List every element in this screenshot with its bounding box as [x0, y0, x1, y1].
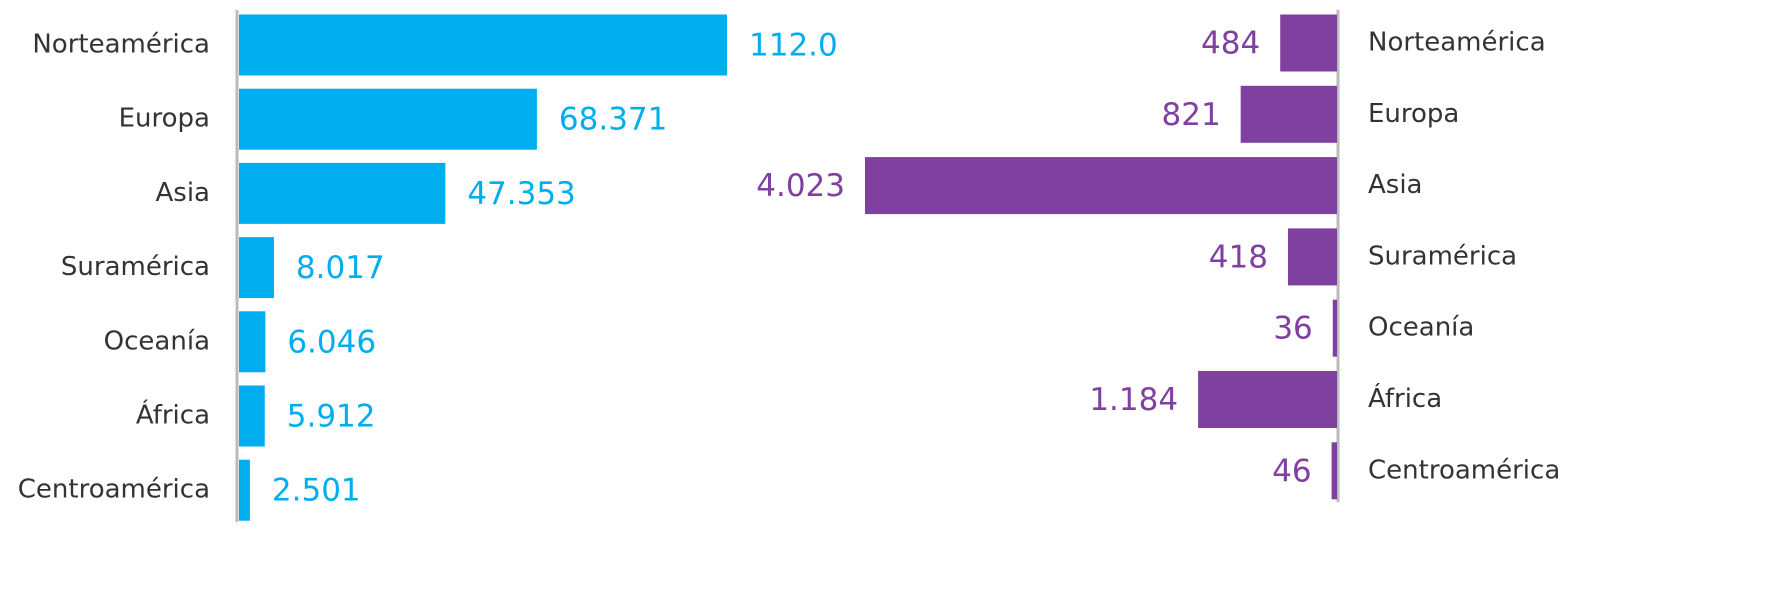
- value-label: 4.023: [756, 168, 845, 204]
- bar: [239, 385, 265, 447]
- value-label: 36: [1273, 311, 1312, 347]
- bar: [1240, 85, 1337, 143]
- category-label: África: [1368, 382, 1442, 414]
- bar: [865, 157, 1337, 215]
- category-label: Suramérica: [1368, 241, 1517, 271]
- bar: [1198, 371, 1337, 428]
- category-label: Centroamérica: [18, 475, 210, 505]
- category-label: Centroamérica: [1368, 455, 1560, 485]
- category-label: África: [136, 399, 210, 431]
- category-label: Oceanía: [1368, 313, 1474, 343]
- bar: [239, 88, 537, 150]
- value-label: 46: [1272, 453, 1311, 489]
- bar: [1287, 228, 1337, 286]
- value-label: 6.046: [287, 324, 376, 360]
- value-label: 5.912: [287, 399, 376, 435]
- category-label: Oceanía: [104, 326, 210, 356]
- value-label: 418: [1209, 239, 1268, 275]
- bar: [1331, 442, 1337, 500]
- bar: [1332, 299, 1337, 357]
- value-label: 8.017: [296, 250, 385, 286]
- value-label: 68.371: [559, 102, 667, 138]
- value-label: 112.0: [749, 28, 838, 64]
- bar: [239, 14, 727, 76]
- value-label: 484: [1201, 26, 1260, 62]
- bar: [239, 311, 266, 373]
- value-label: 47.353: [467, 176, 575, 212]
- bar: [239, 459, 250, 521]
- category-label: Norteamérica: [32, 30, 210, 60]
- category-label: Suramérica: [61, 252, 210, 282]
- category-label: Norteamérica: [1368, 28, 1546, 58]
- bar: [1280, 14, 1337, 72]
- category-label: Europa: [119, 104, 210, 134]
- category-label: Asia: [156, 178, 211, 208]
- value-label: 821: [1162, 97, 1221, 133]
- value-label: 1.184: [1089, 382, 1178, 418]
- bar: [239, 237, 274, 299]
- bar: [239, 162, 446, 224]
- category-label: Asia: [1368, 170, 1423, 200]
- category-label: Europa: [1368, 99, 1459, 129]
- value-label: 2.501: [272, 473, 361, 509]
